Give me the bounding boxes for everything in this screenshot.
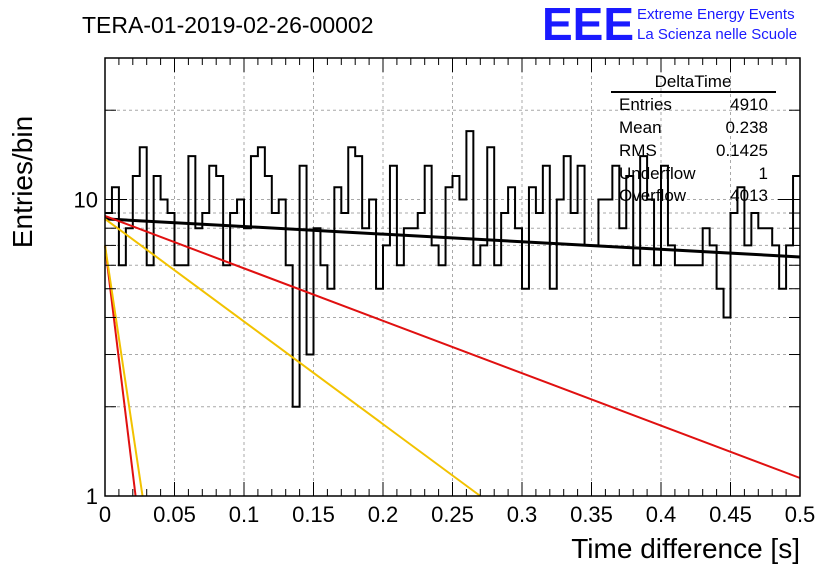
- stats-entries-label: Entries: [619, 95, 672, 114]
- chart-title: TERA-01-2019-02-26-00002: [82, 12, 374, 38]
- logo-letters: EEE: [542, 0, 634, 50]
- y-tick-label: 1: [86, 484, 98, 509]
- x-tick-label: 0.05: [153, 502, 196, 527]
- axis-ticks: [104, 57, 801, 497]
- stats-rms-label: RMS: [619, 141, 657, 160]
- x-tick-label: 0.15: [292, 502, 335, 527]
- x-tick-label: 0.5: [785, 502, 816, 527]
- fit-line-1: [104, 217, 801, 259]
- logo-line-1: Extreme Energy Events: [637, 6, 795, 23]
- fit-line-2: [104, 215, 801, 479]
- y-tick-label: 10: [74, 187, 98, 212]
- stats-mean-label: Mean: [619, 118, 662, 137]
- eee-logo: EEE Extreme Energy Events La Scienza nel…: [542, 0, 797, 50]
- x-tick-label: 0.3: [507, 502, 538, 527]
- stats-entries-value: 4910: [730, 95, 768, 114]
- y-axis-title: Entries/bin: [7, 116, 38, 248]
- x-tick-labels: 0 0.05 0.1 0.15 0.2 0.25 0.3 0.35 0.4 0.45 0.5: [99, 502, 815, 527]
- stats-overflow-label: Overflow: [619, 186, 687, 205]
- stats-box: DeltaTime Entries 4910 Mean 0.238 RMS 0.…: [611, 72, 776, 205]
- stats-rms-value: 0.1425: [716, 141, 768, 160]
- fit-line-3: [104, 218, 481, 497]
- stats-overflow-value: 4013: [730, 186, 768, 205]
- x-tick-label: 0: [99, 502, 111, 527]
- stats-underflow-label: Underflow: [619, 164, 696, 183]
- logo-line-2: La Scienza nelle Scuole: [637, 26, 797, 43]
- fit-curves: [104, 215, 801, 497]
- stats-mean-value: 0.238: [725, 118, 768, 137]
- x-tick-label: 0.35: [570, 502, 613, 527]
- x-axis-title: Time difference [s]: [571, 533, 800, 564]
- fit-line-4: [104, 245, 137, 497]
- stats-box-title: DeltaTime: [655, 72, 732, 91]
- x-tick-label: 0.25: [431, 502, 474, 527]
- x-tick-label: 0.2: [368, 502, 399, 527]
- x-tick-label: 0.4: [646, 502, 677, 527]
- stats-underflow-value: 1: [759, 164, 768, 183]
- x-tick-label: 0.1: [229, 502, 260, 527]
- fit-line-5: [104, 245, 144, 497]
- y-tick-labels: 1 10: [74, 187, 98, 509]
- x-tick-label: 0.45: [709, 502, 752, 527]
